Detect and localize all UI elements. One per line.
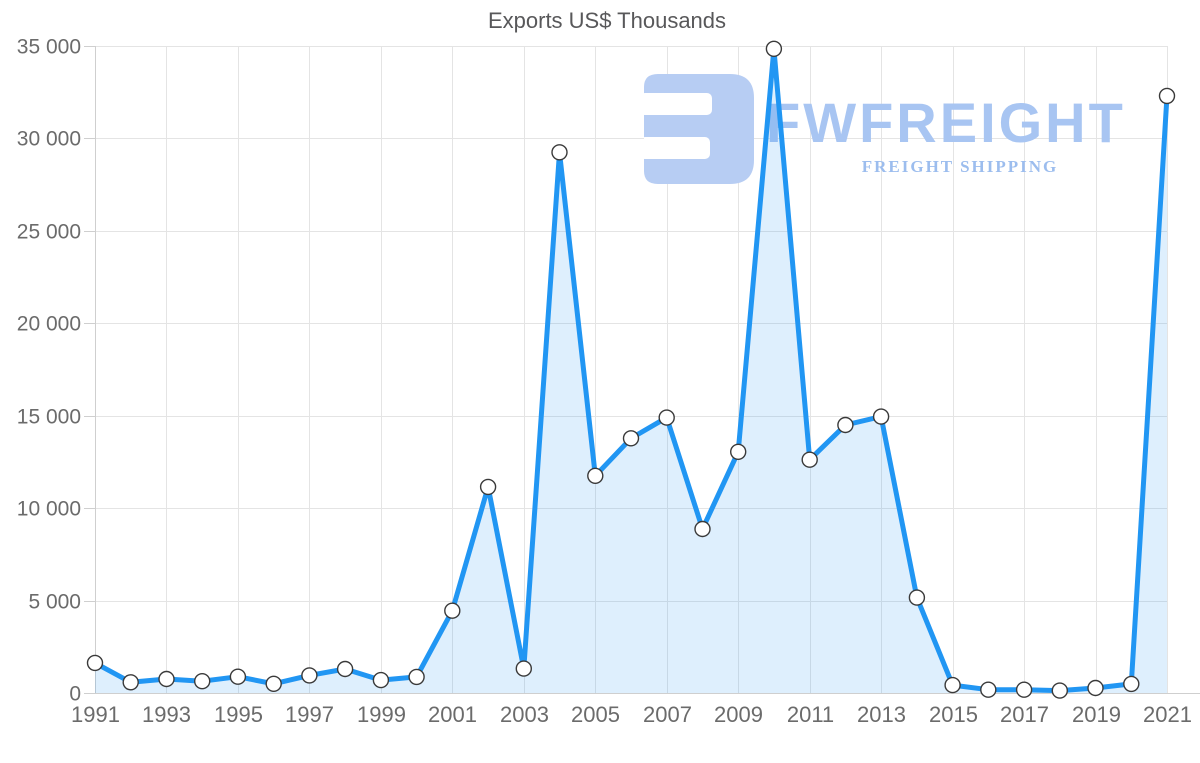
data-point-2013[interactable] [872, 408, 890, 425]
data-point-2016[interactable] [980, 681, 997, 698]
data-point-1998[interactable] [336, 660, 354, 678]
x-tick-label: 1991 [71, 702, 120, 727]
data-point-2003[interactable] [515, 660, 532, 677]
y-tick-label: 0 [69, 683, 81, 706]
x-tick-label: 1993 [142, 702, 191, 727]
data-point-2015[interactable] [944, 676, 961, 694]
x-tick-label: 2011 [787, 702, 834, 727]
x-tick-label: 2013 [857, 702, 906, 727]
y-tick-label: 35 000 [17, 36, 81, 59]
y-tick-label: 20 000 [17, 313, 81, 336]
data-point-2014[interactable] [908, 589, 926, 606]
x-tick-label: 2015 [929, 702, 978, 727]
data-point-2004[interactable] [551, 144, 568, 161]
x-tick-label: 2001 [428, 702, 477, 727]
data-point-2009[interactable] [730, 443, 747, 460]
data-point-2006[interactable] [622, 430, 640, 447]
y-tick-label: 5 000 [28, 591, 81, 614]
x-tick-label: 2021 [1143, 702, 1192, 727]
data-point-2001[interactable] [444, 602, 461, 619]
data-point-1997[interactable] [301, 667, 318, 684]
y-tick-label: 15 000 [17, 406, 81, 429]
data-point-2011[interactable] [801, 451, 818, 468]
x-tick-label: 2019 [1072, 702, 1121, 727]
y-tick-label: 30 000 [17, 128, 81, 151]
chart-title: Exports US$ Thousands [487, 8, 727, 33]
data-point-2010[interactable] [765, 40, 783, 57]
data-point-2000[interactable] [408, 668, 425, 686]
y-tick-label: 25 000 [17, 221, 81, 244]
data-point-1993[interactable] [158, 670, 175, 688]
data-point-2020[interactable] [1123, 675, 1140, 693]
y-tick-label: 10 000 [17, 498, 81, 521]
data-point-2002[interactable] [479, 478, 497, 496]
data-point-2012[interactable] [837, 416, 854, 434]
data-point-2018[interactable] [1051, 682, 1069, 699]
data-point-1999[interactable] [372, 671, 390, 689]
data-point-1992[interactable] [122, 674, 139, 691]
data-point-1991[interactable] [86, 654, 104, 672]
data-point-2017[interactable] [1015, 681, 1033, 698]
x-tick-label: 1999 [357, 702, 406, 727]
x-tick-label: 2017 [1000, 702, 1049, 727]
x-tick-label: 2007 [643, 702, 692, 727]
data-point-1995[interactable] [229, 668, 247, 685]
x-tick-label: 2003 [500, 702, 549, 727]
x-tick-label: 2005 [571, 702, 620, 727]
data-point-2019[interactable] [1087, 679, 1104, 697]
data-point-1994[interactable] [193, 673, 211, 690]
x-tick-label: 1997 [285, 702, 334, 727]
data-point-2007[interactable] [658, 409, 675, 426]
series-area-fill [95, 48, 1167, 694]
data-point-2005[interactable] [587, 467, 604, 484]
data-point-2008[interactable] [694, 520, 711, 538]
data-point-1996[interactable] [265, 675, 282, 692]
x-tick-label: 1995 [214, 702, 263, 727]
x-tick-label: 2009 [714, 702, 763, 727]
data-point-2021[interactable] [1158, 87, 1176, 105]
